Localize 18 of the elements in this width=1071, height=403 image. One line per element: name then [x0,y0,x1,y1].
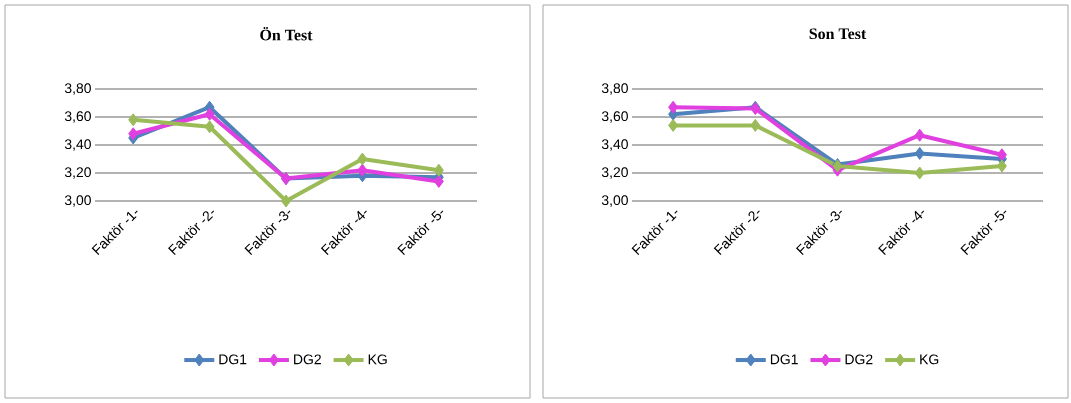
y-tick-label: 3,00 [64,195,91,207]
legend-label: DG2 [294,354,321,365]
y-tick-label: 3,40 [64,139,91,151]
y-tick-label: 3,60 [601,111,628,123]
legend-label: KG [368,354,387,365]
y-tick-label: 3,60 [64,111,91,123]
y-tick-label: 3,40 [601,139,628,151]
y-tick-label: 3,00 [601,195,628,207]
chart-title: Ön Test [260,27,313,41]
y-tick-label: 3,80 [64,83,91,95]
legend-label: DG1 [770,354,798,365]
legend-label: DG2 [845,354,873,365]
y-tick-label: 3,20 [601,167,628,179]
y-tick-label: 3,80 [601,83,628,95]
chart-title: Son Test [809,28,867,40]
y-tick-label: 3,20 [64,167,91,179]
legend-label: KG [920,354,939,365]
legend-label: DG1 [219,354,247,365]
